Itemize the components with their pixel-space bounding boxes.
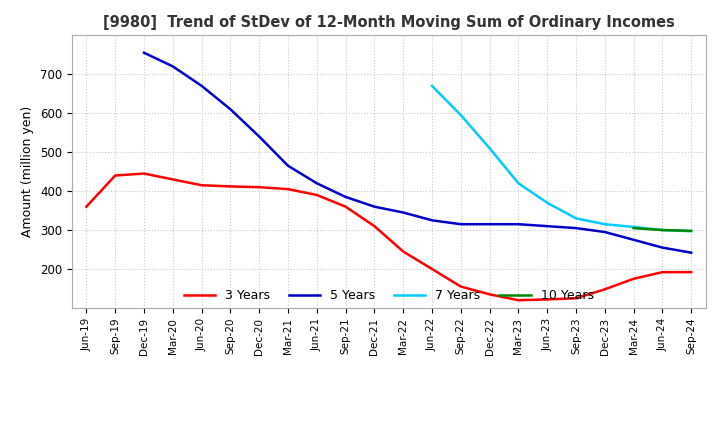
5 Years <box>226 106 235 112</box>
5 Years <box>600 229 609 235</box>
5 Years <box>687 250 696 255</box>
Legend: 3 Years, 5 Years, 7 Years, 10 Years: 3 Years, 5 Years, 7 Years, 10 Years <box>179 284 598 307</box>
3 Years <box>485 292 494 297</box>
5 Years <box>485 222 494 227</box>
5 Years <box>312 181 321 186</box>
7 Years <box>428 83 436 88</box>
3 Years <box>428 266 436 271</box>
7 Years <box>485 146 494 151</box>
3 Years <box>82 204 91 209</box>
7 Years <box>658 227 667 233</box>
Line: 3 Years: 3 Years <box>86 173 691 300</box>
5 Years <box>168 64 177 69</box>
5 Years <box>140 50 148 55</box>
5 Years <box>341 194 350 200</box>
Line: 5 Years: 5 Years <box>144 53 691 253</box>
5 Years <box>370 204 379 209</box>
5 Years <box>572 225 580 231</box>
3 Years <box>543 297 552 302</box>
Y-axis label: Amount (million yen): Amount (million yen) <box>22 106 35 237</box>
5 Years <box>197 83 206 88</box>
3 Years <box>456 284 465 289</box>
10 Years <box>687 228 696 234</box>
5 Years <box>399 210 408 215</box>
3 Years <box>168 177 177 182</box>
7 Years <box>514 181 523 186</box>
3 Years <box>399 249 408 254</box>
5 Years <box>428 218 436 223</box>
7 Years <box>543 200 552 205</box>
7 Years <box>687 229 696 234</box>
Title: [9980]  Trend of StDev of 12-Month Moving Sum of Ordinary Incomes: [9980] Trend of StDev of 12-Month Moving… <box>103 15 675 30</box>
3 Years <box>658 270 667 275</box>
3 Years <box>572 296 580 301</box>
3 Years <box>514 297 523 303</box>
5 Years <box>456 222 465 227</box>
5 Years <box>514 222 523 227</box>
3 Years <box>629 276 638 282</box>
5 Years <box>629 237 638 242</box>
3 Years <box>140 171 148 176</box>
3 Years <box>370 224 379 229</box>
5 Years <box>255 134 264 139</box>
3 Years <box>600 286 609 292</box>
3 Years <box>255 184 264 190</box>
5 Years <box>658 245 667 250</box>
10 Years <box>658 227 667 233</box>
7 Years <box>572 216 580 221</box>
10 Years <box>629 225 638 231</box>
Line: 10 Years: 10 Years <box>634 228 691 231</box>
3 Years <box>687 270 696 275</box>
7 Years <box>629 224 638 230</box>
3 Years <box>312 192 321 198</box>
7 Years <box>600 222 609 227</box>
3 Years <box>197 183 206 188</box>
3 Years <box>111 173 120 178</box>
3 Years <box>226 184 235 189</box>
7 Years <box>456 113 465 118</box>
5 Years <box>284 163 292 169</box>
3 Years <box>284 187 292 192</box>
3 Years <box>341 204 350 209</box>
Line: 7 Years: 7 Years <box>432 86 691 231</box>
5 Years <box>543 224 552 229</box>
